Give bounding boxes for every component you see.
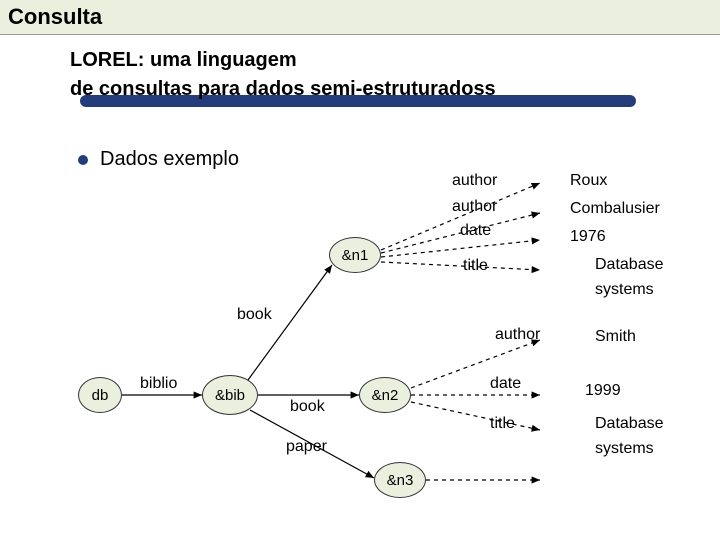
edge-value: systems [595,440,654,458]
bullet-line: Dados exemplo [78,148,239,171]
edge-value: Database [595,415,664,433]
subtitle-line2: de consultas para dados semi-estruturado… [60,78,660,107]
bullet-text: Dados exemplo [100,148,239,171]
edge-value: Database [595,256,664,274]
edge-label: title [463,257,488,275]
edge-line [381,240,540,257]
graph-node-n1: &n1 [329,237,381,273]
edge-label: date [490,375,521,393]
subtitle-line1: LOREL: uma linguagem [60,49,660,78]
edge-label: author [452,198,497,216]
subtitle-block: LOREL: uma linguagem de consultas para d… [60,49,660,107]
edge-label: author [495,326,540,344]
edge-label: book [290,398,325,416]
slide-title: Consulta [8,4,102,29]
edge-label: paper [286,438,327,456]
edge-value: 1976 [570,228,606,246]
graph-node-n2: &n2 [359,377,411,413]
edge-value: 1999 [585,382,621,400]
graph-node-db: db [78,377,122,413]
edge-value: systems [595,281,654,299]
edge-line [381,262,540,270]
edge-value: Roux [570,172,607,190]
edge-value: Smith [595,328,636,346]
edge-label: biblio [140,375,177,393]
graph-node-n3: &n3 [374,462,426,498]
edge-line [411,402,540,430]
edge-label: book [237,306,272,324]
edge-label: title [490,415,515,433]
graph-node-bib: &bib [202,375,258,415]
slide-header: Consulta [0,0,720,35]
edge-label: author [452,172,497,190]
bullet-dot-icon [78,155,88,165]
edge-label: date [460,222,491,240]
edge-value: Combalusier [570,200,660,218]
